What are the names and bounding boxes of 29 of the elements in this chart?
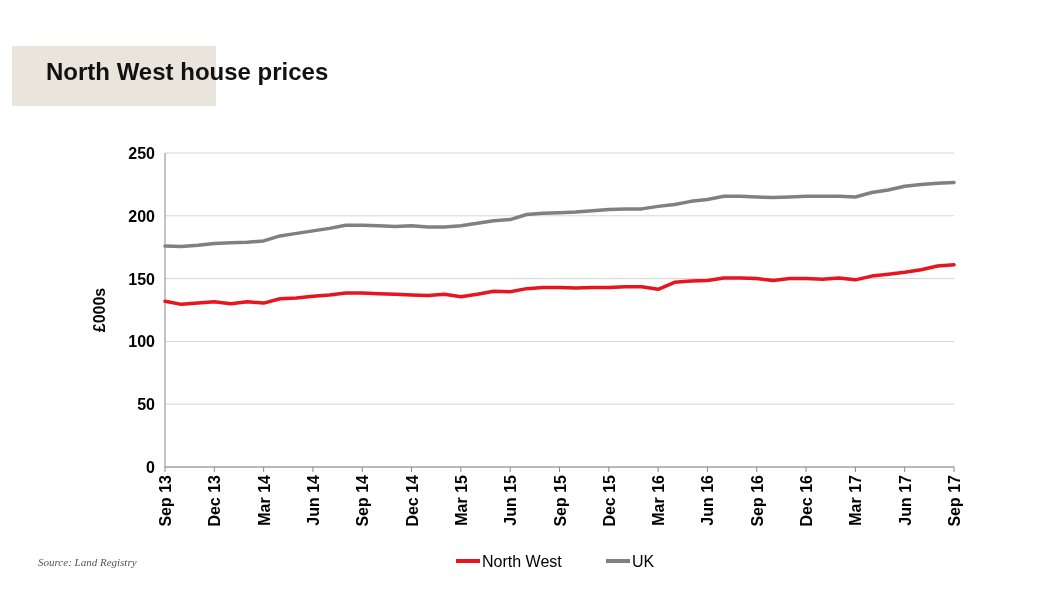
x-tick-label: Sep 16 [748,474,766,527]
x-tick-label: Sep 17 [946,474,963,527]
y-axis-title: £000s [91,287,108,333]
x-tick-label: Dec 15 [600,474,618,527]
x-tick-label: Sep 14 [354,474,372,527]
x-tick-label: Dec 13 [206,474,224,527]
y-tick-label: 150 [128,270,156,288]
x-tick-label: Dec 16 [798,474,816,527]
legend-label: UK [632,553,655,570]
y-tick-label: 100 [128,333,156,351]
x-tick-label: Jun 16 [699,474,717,526]
y-tick-label: 250 [128,145,156,162]
x-tick-label: Mar 14 [255,474,273,526]
x-tick-label: Dec 14 [403,474,421,527]
x-tick-label: Mar 15 [452,474,470,526]
x-tick-label: Mar 17 [847,474,865,526]
x-tick-label: Jun 14 [304,474,322,526]
line-series [163,263,956,307]
x-tick-label: Mar 16 [650,474,668,526]
x-tick-label: Sep 15 [551,474,569,527]
chart-title: North West house prices [46,58,329,85]
x-tick-label: Jun 17 [896,474,914,526]
source-note: Source: Land Registry [38,556,137,568]
x-tick-label: Sep 13 [157,474,174,527]
legend-label: North West [482,553,563,570]
y-tick-label: 0 [146,459,156,476]
y-tick-label: 200 [128,207,156,225]
y-tick-label: 50 [137,396,156,414]
x-tick-label: Jun 15 [502,474,520,526]
